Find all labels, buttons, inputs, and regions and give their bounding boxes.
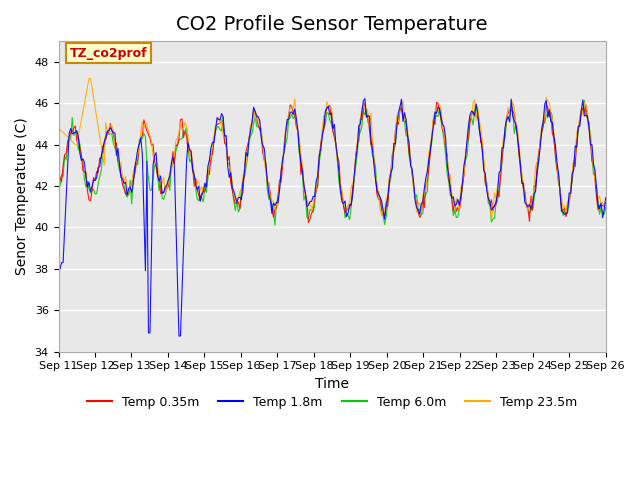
Title: CO2 Profile Sensor Temperature: CO2 Profile Sensor Temperature (177, 15, 488, 34)
Y-axis label: Senor Temperature (C): Senor Temperature (C) (15, 118, 29, 275)
X-axis label: Time: Time (315, 377, 349, 391)
Text: TZ_co2prof: TZ_co2prof (70, 47, 147, 60)
Legend: Temp 0.35m, Temp 1.8m, Temp 6.0m, Temp 23.5m: Temp 0.35m, Temp 1.8m, Temp 6.0m, Temp 2… (83, 391, 582, 414)
